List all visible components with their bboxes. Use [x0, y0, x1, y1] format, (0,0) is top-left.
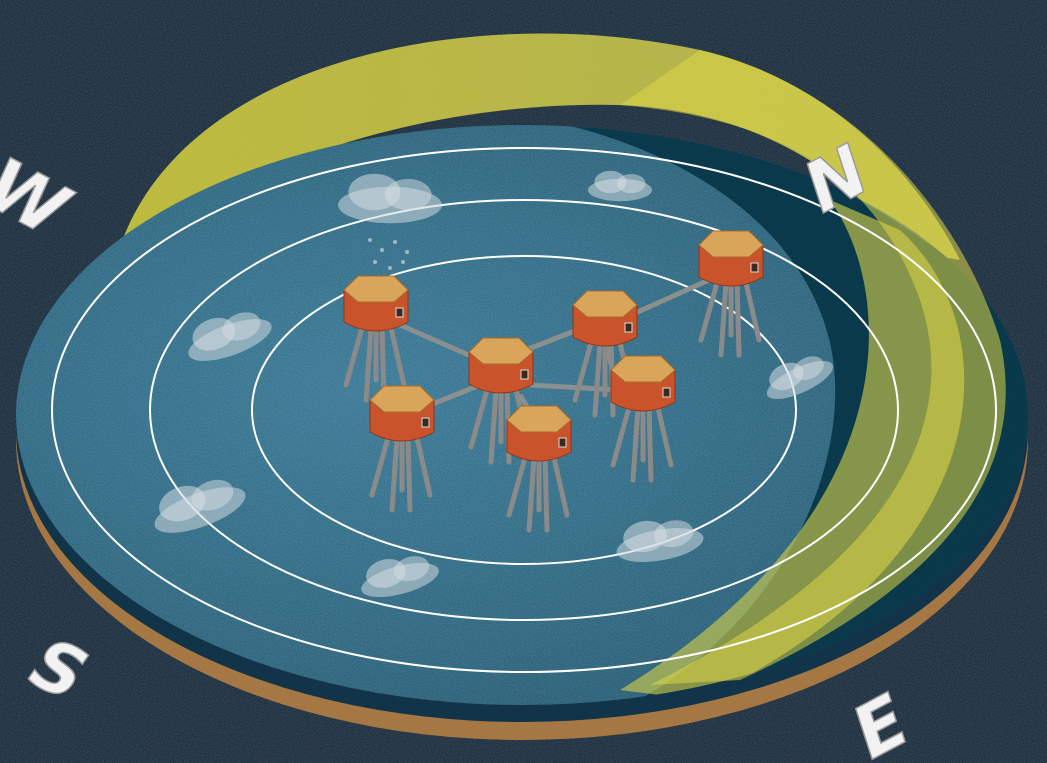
- sun-arc-front: [620, 50, 1006, 685]
- ring-middle: [149, 199, 899, 621]
- platform-icon: [369, 385, 435, 513]
- platform-icon: [343, 275, 409, 403]
- platforms: [343, 230, 764, 533]
- platform-icon: [698, 230, 764, 358]
- platform-icon: [610, 355, 676, 483]
- platform-icon: [506, 405, 572, 533]
- ring-inner: [251, 255, 797, 565]
- platform-icon: [468, 337, 534, 465]
- orbit-rings: [51, 147, 997, 673]
- ring-outer: [51, 147, 997, 673]
